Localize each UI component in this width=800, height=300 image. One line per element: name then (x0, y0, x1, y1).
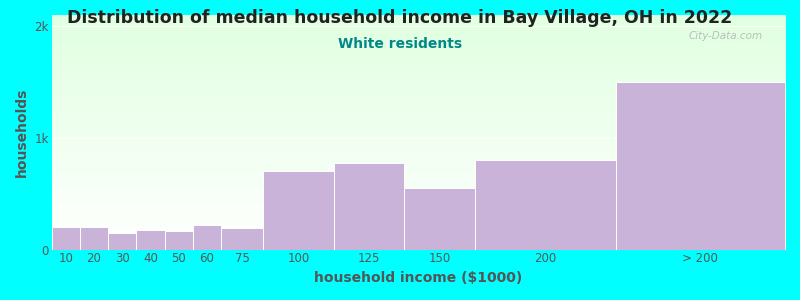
Bar (404, 188, 474, 250)
Bar (136, 230, 165, 250)
Text: Distribution of median household income in Bay Village, OH in 2022: Distribution of median household income … (67, 9, 733, 27)
Bar (52, 227, 80, 250)
Y-axis label: households: households (15, 88, 29, 177)
Text: White residents: White residents (338, 38, 462, 52)
Bar (193, 224, 221, 250)
Bar (616, 82, 785, 250)
Text: City-Data.com: City-Data.com (689, 32, 763, 41)
Bar (80, 227, 108, 250)
Bar (474, 160, 616, 250)
X-axis label: household income ($1000): household income ($1000) (314, 271, 522, 285)
Bar (263, 171, 334, 250)
Bar (221, 228, 263, 250)
Bar (334, 163, 404, 250)
Bar (165, 231, 193, 250)
Bar (108, 233, 136, 250)
